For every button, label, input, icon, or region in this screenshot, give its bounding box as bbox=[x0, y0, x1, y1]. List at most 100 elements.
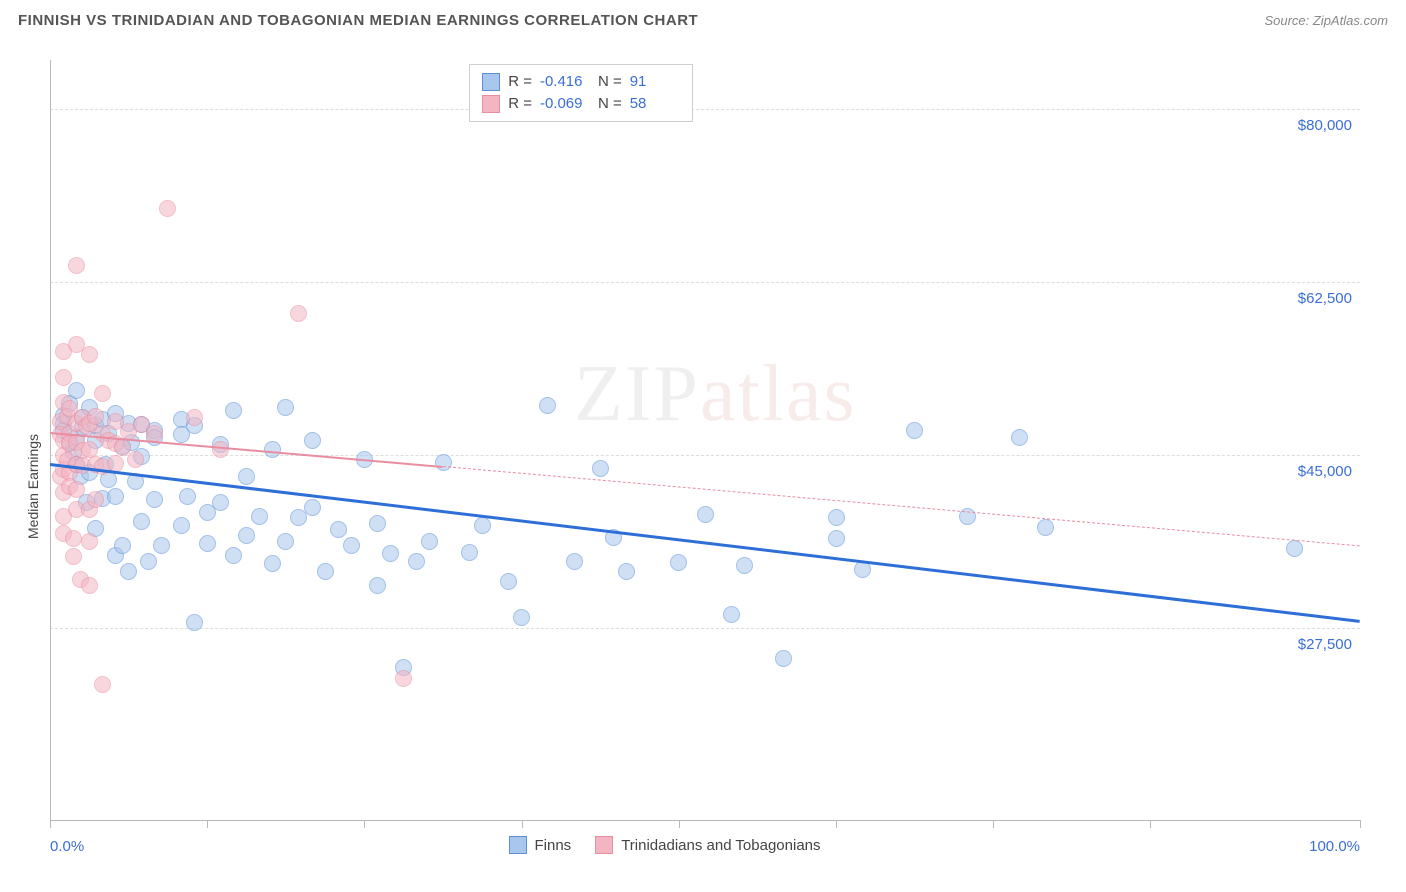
legend-r-value: -0.069 bbox=[540, 93, 590, 115]
data-point bbox=[94, 385, 111, 402]
data-point bbox=[421, 533, 438, 550]
data-point bbox=[87, 491, 104, 508]
watermark-right: atlas bbox=[700, 350, 857, 438]
legend-n-label: N = bbox=[598, 93, 622, 115]
data-point bbox=[566, 553, 583, 570]
data-point bbox=[238, 468, 255, 485]
data-point bbox=[264, 555, 281, 572]
legend-top: R =-0.416N =91R =-0.069N =58 bbox=[469, 64, 693, 122]
data-point bbox=[68, 257, 85, 274]
data-point bbox=[199, 535, 216, 552]
x-tick bbox=[679, 820, 680, 828]
data-point bbox=[1286, 540, 1303, 557]
legend-bottom-label: Trinidadians and Tobagonians bbox=[621, 837, 820, 854]
x-tick bbox=[993, 820, 994, 828]
trend-line bbox=[443, 466, 1360, 546]
data-point bbox=[81, 577, 98, 594]
data-point bbox=[1011, 429, 1028, 446]
data-point bbox=[1037, 519, 1054, 536]
data-point bbox=[330, 521, 347, 538]
data-point bbox=[906, 422, 923, 439]
data-point bbox=[65, 530, 82, 547]
data-point bbox=[55, 369, 72, 386]
data-point bbox=[592, 460, 609, 477]
data-point bbox=[186, 614, 203, 631]
watermark: ZIPatlas bbox=[574, 349, 857, 440]
data-point bbox=[474, 517, 491, 534]
data-point bbox=[435, 454, 452, 471]
data-point bbox=[828, 530, 845, 547]
legend-top-row: R = -0.416 N = 91 bbox=[482, 71, 680, 93]
x-axis bbox=[50, 820, 1360, 821]
data-point bbox=[225, 547, 242, 564]
data-point bbox=[369, 577, 386, 594]
x-tick-label-min: 0.0% bbox=[50, 838, 84, 855]
data-point bbox=[127, 451, 144, 468]
data-point bbox=[159, 200, 176, 217]
legend-swatch bbox=[509, 836, 527, 854]
legend-bottom-label: Finns bbox=[535, 837, 572, 854]
data-point bbox=[81, 346, 98, 363]
chart-source: Source: ZipAtlas.com bbox=[1264, 13, 1388, 28]
y-tick-label: $27,500 bbox=[1298, 636, 1352, 653]
data-point bbox=[225, 402, 242, 419]
data-point bbox=[179, 488, 196, 505]
data-point bbox=[408, 553, 425, 570]
data-point bbox=[212, 494, 229, 511]
data-point bbox=[828, 509, 845, 526]
data-point bbox=[94, 676, 111, 693]
data-point bbox=[114, 537, 131, 554]
data-point bbox=[670, 554, 687, 571]
data-point bbox=[251, 508, 268, 525]
chart-header: FINNISH VS TRINIDADIAN AND TOBAGONIAN ME… bbox=[0, 0, 1406, 40]
data-point bbox=[146, 425, 163, 442]
y-tick-label: $80,000 bbox=[1298, 117, 1352, 134]
data-point bbox=[238, 527, 255, 544]
x-tick bbox=[207, 820, 208, 828]
legend-r-label: R = bbox=[508, 71, 532, 93]
legend-bottom-item: Finns bbox=[509, 836, 572, 854]
data-point bbox=[173, 517, 190, 534]
data-point bbox=[65, 548, 82, 565]
data-point bbox=[304, 432, 321, 449]
data-point bbox=[723, 606, 740, 623]
data-point bbox=[68, 481, 85, 498]
data-point bbox=[382, 545, 399, 562]
legend-bottom: Finns Trinidadians and Tobagonians bbox=[509, 836, 821, 854]
data-point bbox=[81, 533, 98, 550]
data-point bbox=[343, 537, 360, 554]
data-point bbox=[513, 609, 530, 626]
data-point bbox=[395, 670, 412, 687]
x-tick bbox=[1360, 820, 1361, 828]
gridline bbox=[50, 282, 1360, 283]
data-point bbox=[736, 557, 753, 574]
data-point bbox=[277, 533, 294, 550]
legend-n-label: N = bbox=[598, 71, 622, 93]
data-point bbox=[317, 563, 334, 580]
x-tick bbox=[364, 820, 365, 828]
data-point bbox=[153, 537, 170, 554]
y-axis-label: Median Earnings bbox=[25, 434, 41, 539]
gridline bbox=[50, 109, 1360, 110]
y-tick-label: $45,000 bbox=[1298, 463, 1352, 480]
legend-swatch bbox=[482, 73, 500, 91]
x-tick-label-max: 100.0% bbox=[1309, 838, 1360, 855]
legend-n-value: 91 bbox=[630, 71, 680, 93]
x-tick bbox=[1150, 820, 1151, 828]
legend-swatch bbox=[595, 836, 613, 854]
y-tick-label: $62,500 bbox=[1298, 290, 1352, 307]
legend-r-label: R = bbox=[508, 93, 532, 115]
data-point bbox=[304, 499, 321, 516]
data-point bbox=[277, 399, 294, 416]
watermark-left: ZIP bbox=[574, 350, 700, 438]
data-point bbox=[775, 650, 792, 667]
data-point bbox=[369, 515, 386, 532]
data-point bbox=[539, 397, 556, 414]
data-point bbox=[107, 488, 124, 505]
y-axis bbox=[50, 60, 51, 820]
data-point bbox=[290, 305, 307, 322]
legend-r-value: -0.416 bbox=[540, 71, 590, 93]
x-tick bbox=[50, 820, 51, 828]
x-tick bbox=[522, 820, 523, 828]
gridline bbox=[50, 455, 1360, 456]
